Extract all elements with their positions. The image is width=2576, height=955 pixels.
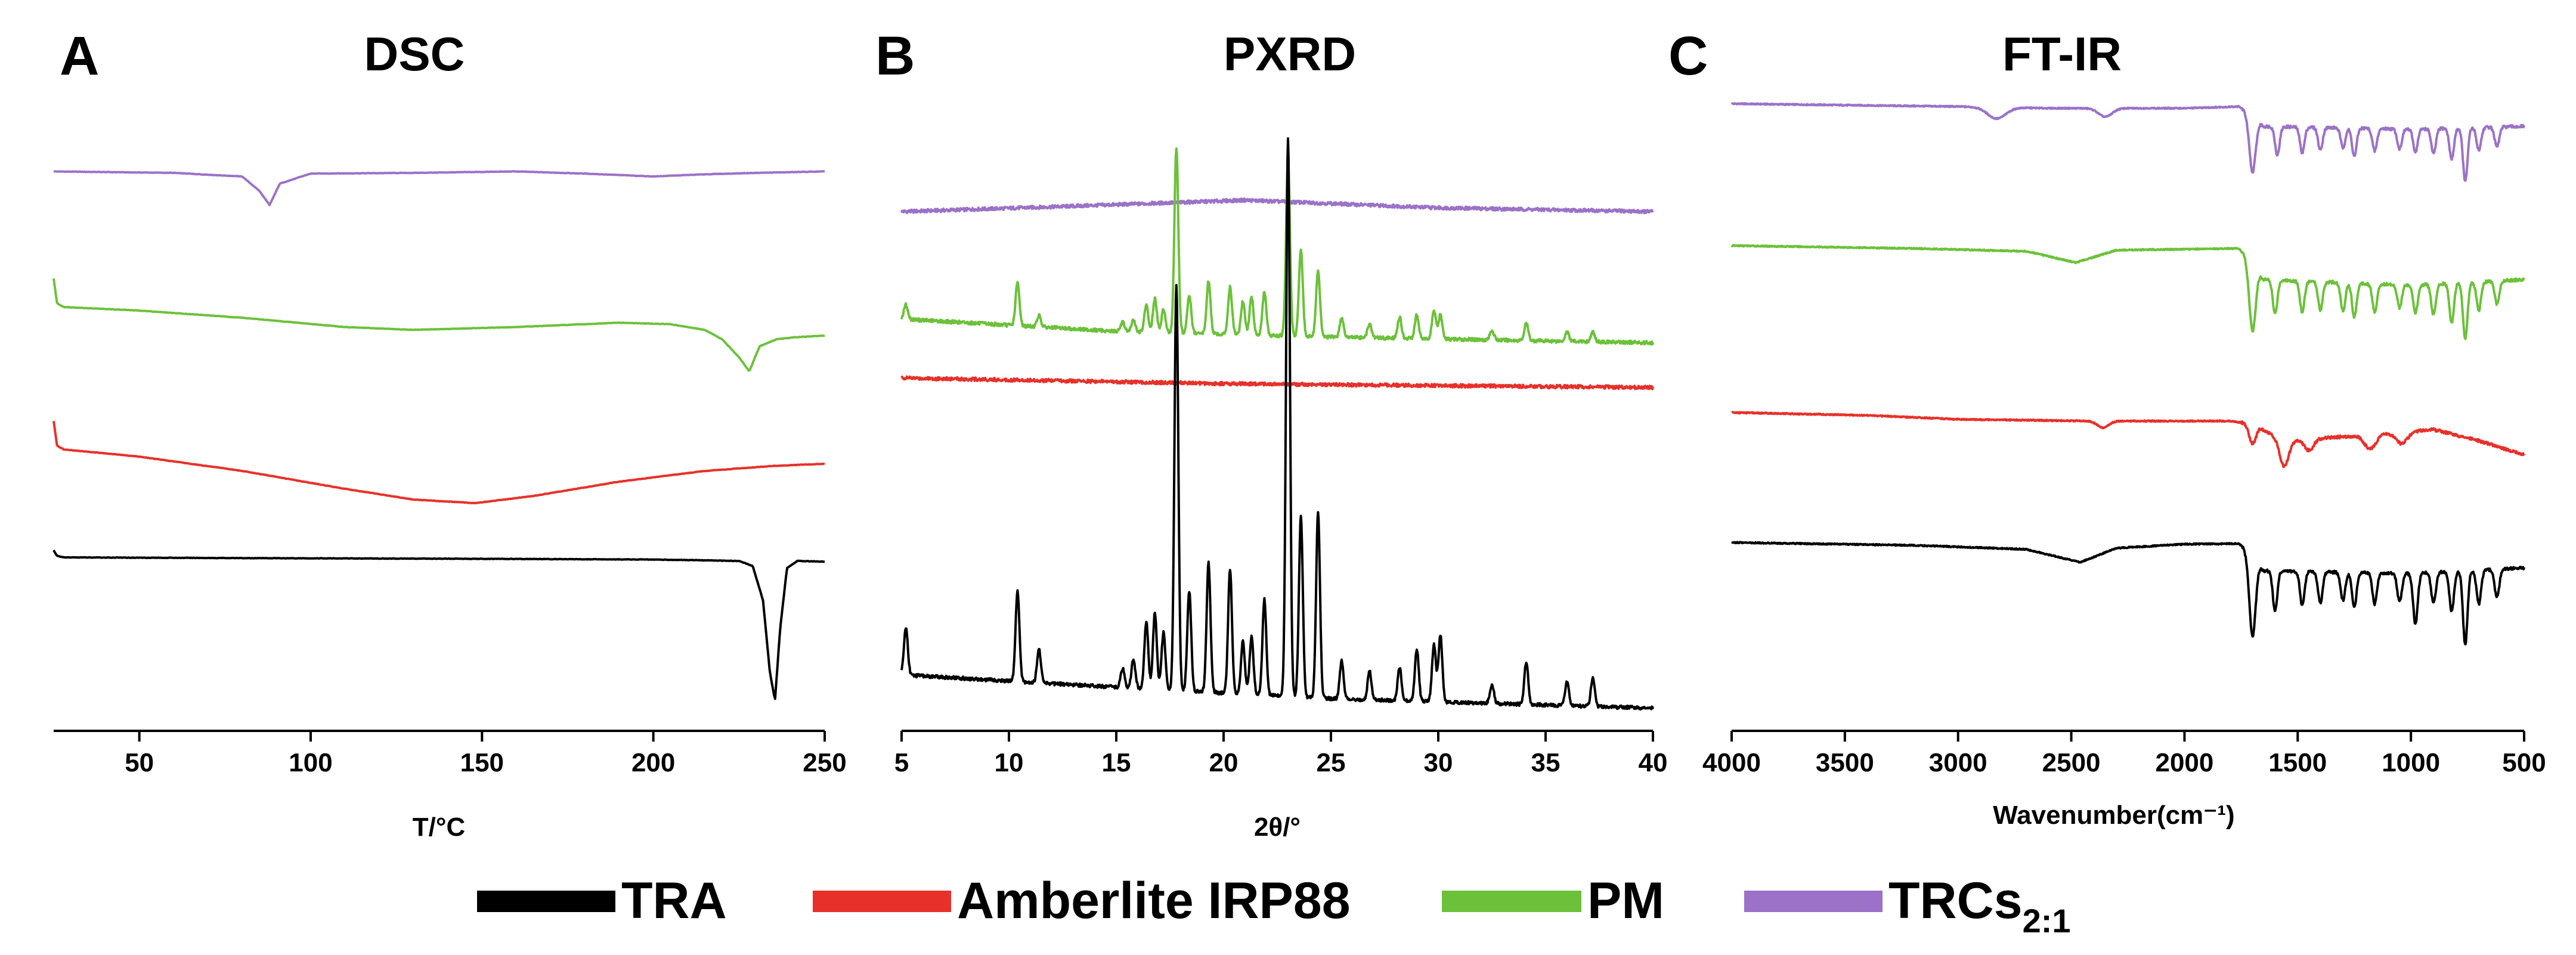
x-tick-label: 200 [631,748,675,777]
series-line-tra [1730,541,2525,646]
series-line-trcs2-1 [900,197,1654,215]
legend-label-pm: PM [1587,872,1664,929]
x-tick-label: 5 [894,748,909,777]
x-tick-label: 3000 [1929,748,1987,777]
x-tick-label: 10 [995,748,1024,777]
series-line-trcs2-1 [53,170,825,206]
series-line-amberlite-irp88 [1730,411,2525,469]
x-tick-label: 250 [803,748,846,777]
panel-title-ftir: FT-IR [2002,27,2122,80]
x-tick-label: 30 [1424,748,1453,777]
legend-label-tra: TRA [621,872,727,929]
dsc-series [52,170,825,700]
x-tick-label: 1000 [2382,748,2440,777]
x-tick-label: 40 [1639,748,1668,777]
ftir-ticks: 4000 3500 3000 2500 2000 1500 1000 500 [1702,731,2546,777]
panel-letter-c: C [1668,26,1708,86]
panel-letter-b: B [875,26,915,86]
panel-pxrd: B PXRD 5 10 15 20 25 30 35 40 2θ/° [875,26,1667,842]
x-tick-label: 1500 [2268,748,2327,777]
panel-dsc: A DSC 50 100 150 200 250 T/°C [52,26,847,842]
series-line-pm [900,147,1654,346]
legend-label-trcs-sub: 2:1 [2023,902,2071,940]
dsc-x-axis-label: T/°C [413,813,465,842]
x-tick-label: 150 [460,748,504,777]
x-tick-label: 500 [2502,748,2546,777]
dsc-ticks: 50 100 150 200 250 [125,731,847,777]
series-line-tra [900,137,1654,711]
x-tick-label: 100 [289,748,332,777]
x-tick-label: 2000 [2155,748,2213,777]
ftir-series [1730,102,2525,646]
panel-title-pxrd: PXRD [1224,27,1356,80]
x-tick-label: 50 [125,748,154,777]
x-tick-label: 2500 [2042,748,2101,777]
series-line-pm [52,278,825,372]
panel-letter-a: A [60,26,99,86]
series-line-amberlite-irp88 [52,421,825,504]
x-tick-label: 25 [1317,748,1346,777]
series-line-trcs2-1 [1730,102,2525,182]
series-line-pm [1730,244,2525,340]
x-tick-label: 4000 [1702,748,1761,777]
legend-label-trcs: TRCs2:1 [1888,872,2071,940]
series-line-tra [52,549,825,700]
pxrd-series [900,137,1654,711]
legend: TRA Amberlite IRP88 PM TRCs2:1 [477,872,2071,940]
x-tick-label: 20 [1209,748,1239,777]
ftir-x-axis-label: Wavenumber(cm⁻¹) [1993,801,2234,830]
x-tick-label: 15 [1102,748,1131,777]
x-tick-label: 3500 [1816,748,1874,777]
x-tick-label: 35 [1531,748,1561,777]
pxrd-x-axis-label: 2θ/° [1254,813,1301,842]
legend-label-trcs-main: TRCs [1888,872,2023,929]
legend-label-amberlite: Amberlite IRP88 [957,872,1351,929]
panel-ftir: C FT-IR 4000 3500 3000 2500 2000 1500 1000 500 … [1668,26,2546,830]
pxrd-ticks: 5 10 15 20 25 30 35 40 [894,731,1668,777]
panel-title-dsc: DSC [364,27,465,80]
series-line-amberlite-irp88 [900,375,1654,390]
